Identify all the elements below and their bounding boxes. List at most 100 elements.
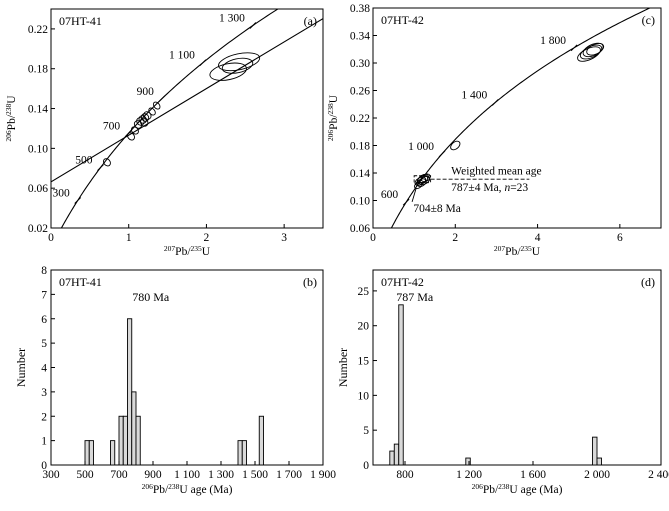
age-tick <box>571 45 577 51</box>
age-label: 900 <box>137 86 155 98</box>
x-axis-label-part: 235 <box>521 244 533 253</box>
x-tick-label: 1 <box>126 232 132 244</box>
age-label: 1 800 <box>540 35 566 47</box>
y-tick-label: 0.18 <box>28 64 48 76</box>
plot-frame <box>51 270 323 465</box>
y-tick-label: 15 <box>358 356 370 368</box>
y-tick-label: 3 <box>41 387 47 399</box>
y-axis-label-part: 206 <box>4 130 13 142</box>
error-ellipse <box>449 139 462 151</box>
x-tick-label: 800 <box>396 469 414 481</box>
x-axis-label-part: U age (Ma) <box>509 484 562 496</box>
y-tick-label: 10 <box>358 390 370 402</box>
histogram-bar <box>466 458 470 465</box>
y-tick-label: 0.22 <box>350 113 370 125</box>
age-label: 1 400 <box>461 89 487 101</box>
y-tick-label: 1 <box>41 436 47 448</box>
x-tick-label: 1 600 <box>520 469 546 481</box>
y-tick-label: 5 <box>41 338 47 350</box>
age-label: 1 100 <box>169 50 195 62</box>
peak-age-label: 780 Ma <box>132 290 170 304</box>
error-ellipse <box>126 131 136 141</box>
histogram-bar <box>128 319 132 465</box>
panel-letter: (d) <box>641 275 655 289</box>
y-axis-label: Number <box>336 348 350 387</box>
weighted-mean-label: Weighted mean age <box>451 165 541 177</box>
x-axis-label: 207Pb/235U <box>494 244 541 259</box>
x-axis-label-part: 238 <box>168 482 180 491</box>
x-axis-label-part: Pb/ <box>505 246 521 258</box>
x-axis-label-part: 206 <box>142 482 154 491</box>
x-tick-label: 2 000 <box>584 469 610 481</box>
x-tick-label: 1 300 <box>208 469 234 481</box>
error-ellipse <box>221 56 254 76</box>
weighted-mean-part: =23 <box>510 182 528 194</box>
y-axis-label-part: 206 <box>326 130 335 142</box>
panel-letter: (b) <box>303 275 317 289</box>
age-tick <box>200 60 206 66</box>
y-tick-label: 0 <box>41 460 47 472</box>
x-axis-label-part: U <box>532 246 541 258</box>
y-axis-label: 206Pb/238U <box>4 95 19 142</box>
age-tick <box>75 197 81 203</box>
x-tick-label: 700 <box>110 469 128 481</box>
y-axis-label: Number <box>14 348 28 387</box>
y-axis-label: 206Pb/238U <box>326 94 341 141</box>
x-axis-label: 206Pb/238U age (Ma) <box>472 482 563 497</box>
weighted-mean-part: 787±4 Ma, <box>451 182 504 194</box>
x-axis-label-part: Pb/ <box>153 484 169 496</box>
x-tick-label: 2 <box>204 232 210 244</box>
y-axis-label-part: Pb/ <box>6 114 18 130</box>
age-tick <box>492 99 498 105</box>
histogram-bar <box>111 441 115 465</box>
x-tick-label: 900 <box>144 469 162 481</box>
weighted-mean-value: 787±4 Ma, n=23 <box>451 182 528 194</box>
x-tick-label: 1 700 <box>276 469 302 481</box>
y-axis-label-part: 238 <box>4 103 13 115</box>
y-tick-label: 0.14 <box>350 168 370 180</box>
x-tick-label: 1 500 <box>242 469 268 481</box>
y-tick-label: 0 <box>363 460 369 472</box>
age-label: 500 <box>75 155 93 167</box>
histogram-bar <box>123 416 127 465</box>
y-axis-label-part: Pb/ <box>328 114 340 130</box>
x-tick-label: 1 100 <box>174 469 200 481</box>
x-tick-label: 4 <box>535 232 541 244</box>
y-tick-label: 25 <box>358 286 370 298</box>
histogram-bar <box>593 437 597 465</box>
y-tick-label: 0.38 <box>350 3 370 15</box>
error-ellipse <box>420 172 432 183</box>
histogram-bar <box>242 441 246 465</box>
histogram-bar <box>89 441 93 465</box>
y-axis-label-part: U <box>6 95 18 104</box>
histogram-bar <box>399 305 403 465</box>
y-tick-label: 6 <box>41 314 47 326</box>
x-tick-label: 3 <box>281 232 287 244</box>
x-axis-label-part: 238 <box>498 482 510 491</box>
y-tick-label: 0.34 <box>350 31 370 43</box>
x-axis-label-part: U age (Ma) <box>179 484 232 496</box>
x-tick-label: 6 <box>617 232 623 244</box>
x-tick-label: 2 <box>452 232 458 244</box>
histogram-bar <box>119 416 123 465</box>
age-label: 300 <box>52 187 70 199</box>
concordia-curve <box>373 0 669 269</box>
age-tick <box>250 22 256 28</box>
y-tick-label: 4 <box>41 363 47 375</box>
age-label: 1 300 <box>219 12 245 24</box>
panel-sample-name: 07HT-42 <box>381 13 424 27</box>
panel-sample-name: 07HT-41 <box>59 14 102 28</box>
x-axis-label: 207Pb/235U <box>164 244 211 259</box>
age-label: 600 <box>381 189 399 201</box>
y-tick-label: 20 <box>358 321 370 333</box>
histogram-bar <box>238 441 242 465</box>
plot-frame <box>373 8 661 228</box>
histogram-bar <box>394 444 398 465</box>
x-axis-label-part: Pb/ <box>175 246 191 258</box>
y-tick-label: 0.22 <box>28 24 48 36</box>
histogram-bar <box>132 392 136 465</box>
y-tick-label: 2 <box>41 411 47 423</box>
